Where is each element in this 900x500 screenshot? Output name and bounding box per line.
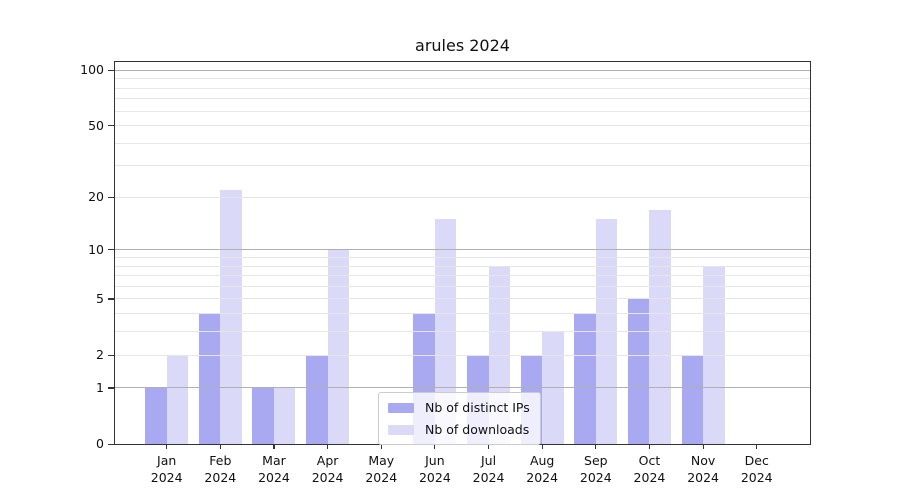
y-tick-label-5: 5	[96, 290, 104, 306]
gridline-minor-3	[115, 331, 810, 333]
legend-item-distinct-ips: Nb of distinct IPs	[388, 398, 530, 417]
gridline-major-1	[115, 387, 810, 389]
x-tick-mark-apr	[327, 444, 329, 449]
x-tick-label-jul: Jul 2024	[472, 453, 505, 485]
x-tick-mark-aug	[541, 444, 543, 449]
x-tick-mark-oct	[648, 444, 651, 449]
x-tick-label-jun: Jun 2024	[418, 453, 451, 485]
gridline-minor-5	[115, 298, 810, 300]
y-tick-mark-5	[108, 298, 115, 300]
gridline-minor-9	[115, 256, 810, 258]
x-tick-label-oct: Oct 2024	[633, 453, 666, 485]
gridline-minor-4	[115, 313, 810, 315]
x-tick-mark-sep	[595, 444, 597, 449]
y-tick-label-1: 1	[96, 379, 104, 395]
bar-distinct-ips-sep	[574, 313, 596, 444]
x-tick-label-mar: Mar 2024	[258, 453, 290, 485]
x-tick-mark-jun	[434, 444, 436, 449]
y-tick-label-100: 100	[80, 62, 104, 78]
y-tick-label-20: 20	[88, 189, 104, 205]
x-tick-mark-jul	[487, 444, 490, 449]
gridline-minor-7	[115, 275, 810, 277]
y-tick-mark-1	[108, 387, 115, 389]
gridline-minor-6	[115, 285, 810, 287]
x-tick-mark-mar	[273, 444, 275, 449]
legend-item-downloads: Nb of downloads	[388, 420, 530, 439]
x-tick-mark-may	[380, 444, 382, 449]
x-tick-mark-jan	[166, 444, 168, 449]
legend: Nb of distinct IPs Nb of downloads	[378, 392, 541, 445]
bar-downloads-mar	[273, 387, 296, 444]
x-tick-label-sep: Sep 2024	[579, 453, 612, 485]
x-tick-mark-dec	[756, 444, 758, 449]
x-tick-label-jan: Jan 2024	[150, 453, 183, 485]
bar-downloads-oct	[649, 209, 671, 444]
y-tick-label-10: 10	[88, 241, 104, 257]
bar-distinct-ips-jan	[145, 387, 167, 444]
y-tick-mark-0	[108, 443, 115, 445]
y-tick-label-50: 50	[88, 117, 104, 133]
bar-distinct-ips-feb	[198, 313, 221, 444]
gridline-minor-50	[115, 125, 810, 126]
bar-distinct-ips-apr	[306, 355, 328, 444]
gridline-minor-80	[115, 87, 810, 89]
x-tick-label-dec: Dec 2024	[740, 453, 773, 485]
bar-downloads-apr	[327, 249, 350, 444]
y-tick-label-0: 0	[96, 436, 104, 451]
y-tick-mark-100	[108, 69, 115, 71]
x-tick-label-apr: Apr 2024	[311, 453, 344, 485]
gridline-major-100	[115, 69, 810, 71]
x-tick-label-may: May 2024	[365, 453, 398, 485]
y-tick-mark-10	[108, 249, 115, 251]
gridline-minor-90	[115, 78, 810, 80]
gridline-major-10	[115, 249, 810, 251]
x-tick-label-feb: Feb 2024	[204, 453, 237, 485]
y-tick-mark-2	[108, 354, 115, 356]
gridline-minor-8	[115, 265, 810, 267]
gridline-minor-60	[115, 110, 810, 112]
y-tick-label-2: 2	[96, 347, 104, 362]
y-tick-mark-50	[108, 125, 115, 127]
chart-title: arules 2024	[415, 36, 510, 55]
legend-label-distinct-ips: Nb of distinct IPs	[425, 400, 530, 415]
bar-downloads-feb	[220, 190, 242, 444]
bar-distinct-ips-mar	[252, 387, 274, 444]
legend-swatch-distinct-ips	[388, 402, 414, 413]
legend-swatch-downloads	[388, 424, 414, 435]
plot-area: Nb of distinct IPs Nb of downloads Jan 20…	[108, 61, 811, 485]
gridline-minor-2	[115, 354, 810, 356]
gridline-minor-30	[115, 165, 810, 167]
bar-downloads-jan	[166, 355, 189, 444]
x-tick-mark-feb	[219, 444, 221, 449]
gridline-minor-70	[115, 98, 810, 100]
y-tick-mark-20	[108, 196, 115, 199]
gridline-minor-20	[115, 196, 810, 198]
gridline-minor-40	[115, 142, 810, 144]
x-tick-label-nov: Nov 2024	[687, 453, 719, 485]
legend-label-downloads: Nb of downloads	[425, 422, 530, 437]
x-tick-label-aug: Aug 2024	[526, 453, 559, 485]
bar-distinct-ips-oct	[627, 298, 650, 444]
bar-distinct-ips-nov	[681, 355, 704, 444]
x-tick-mark-nov	[702, 444, 704, 449]
